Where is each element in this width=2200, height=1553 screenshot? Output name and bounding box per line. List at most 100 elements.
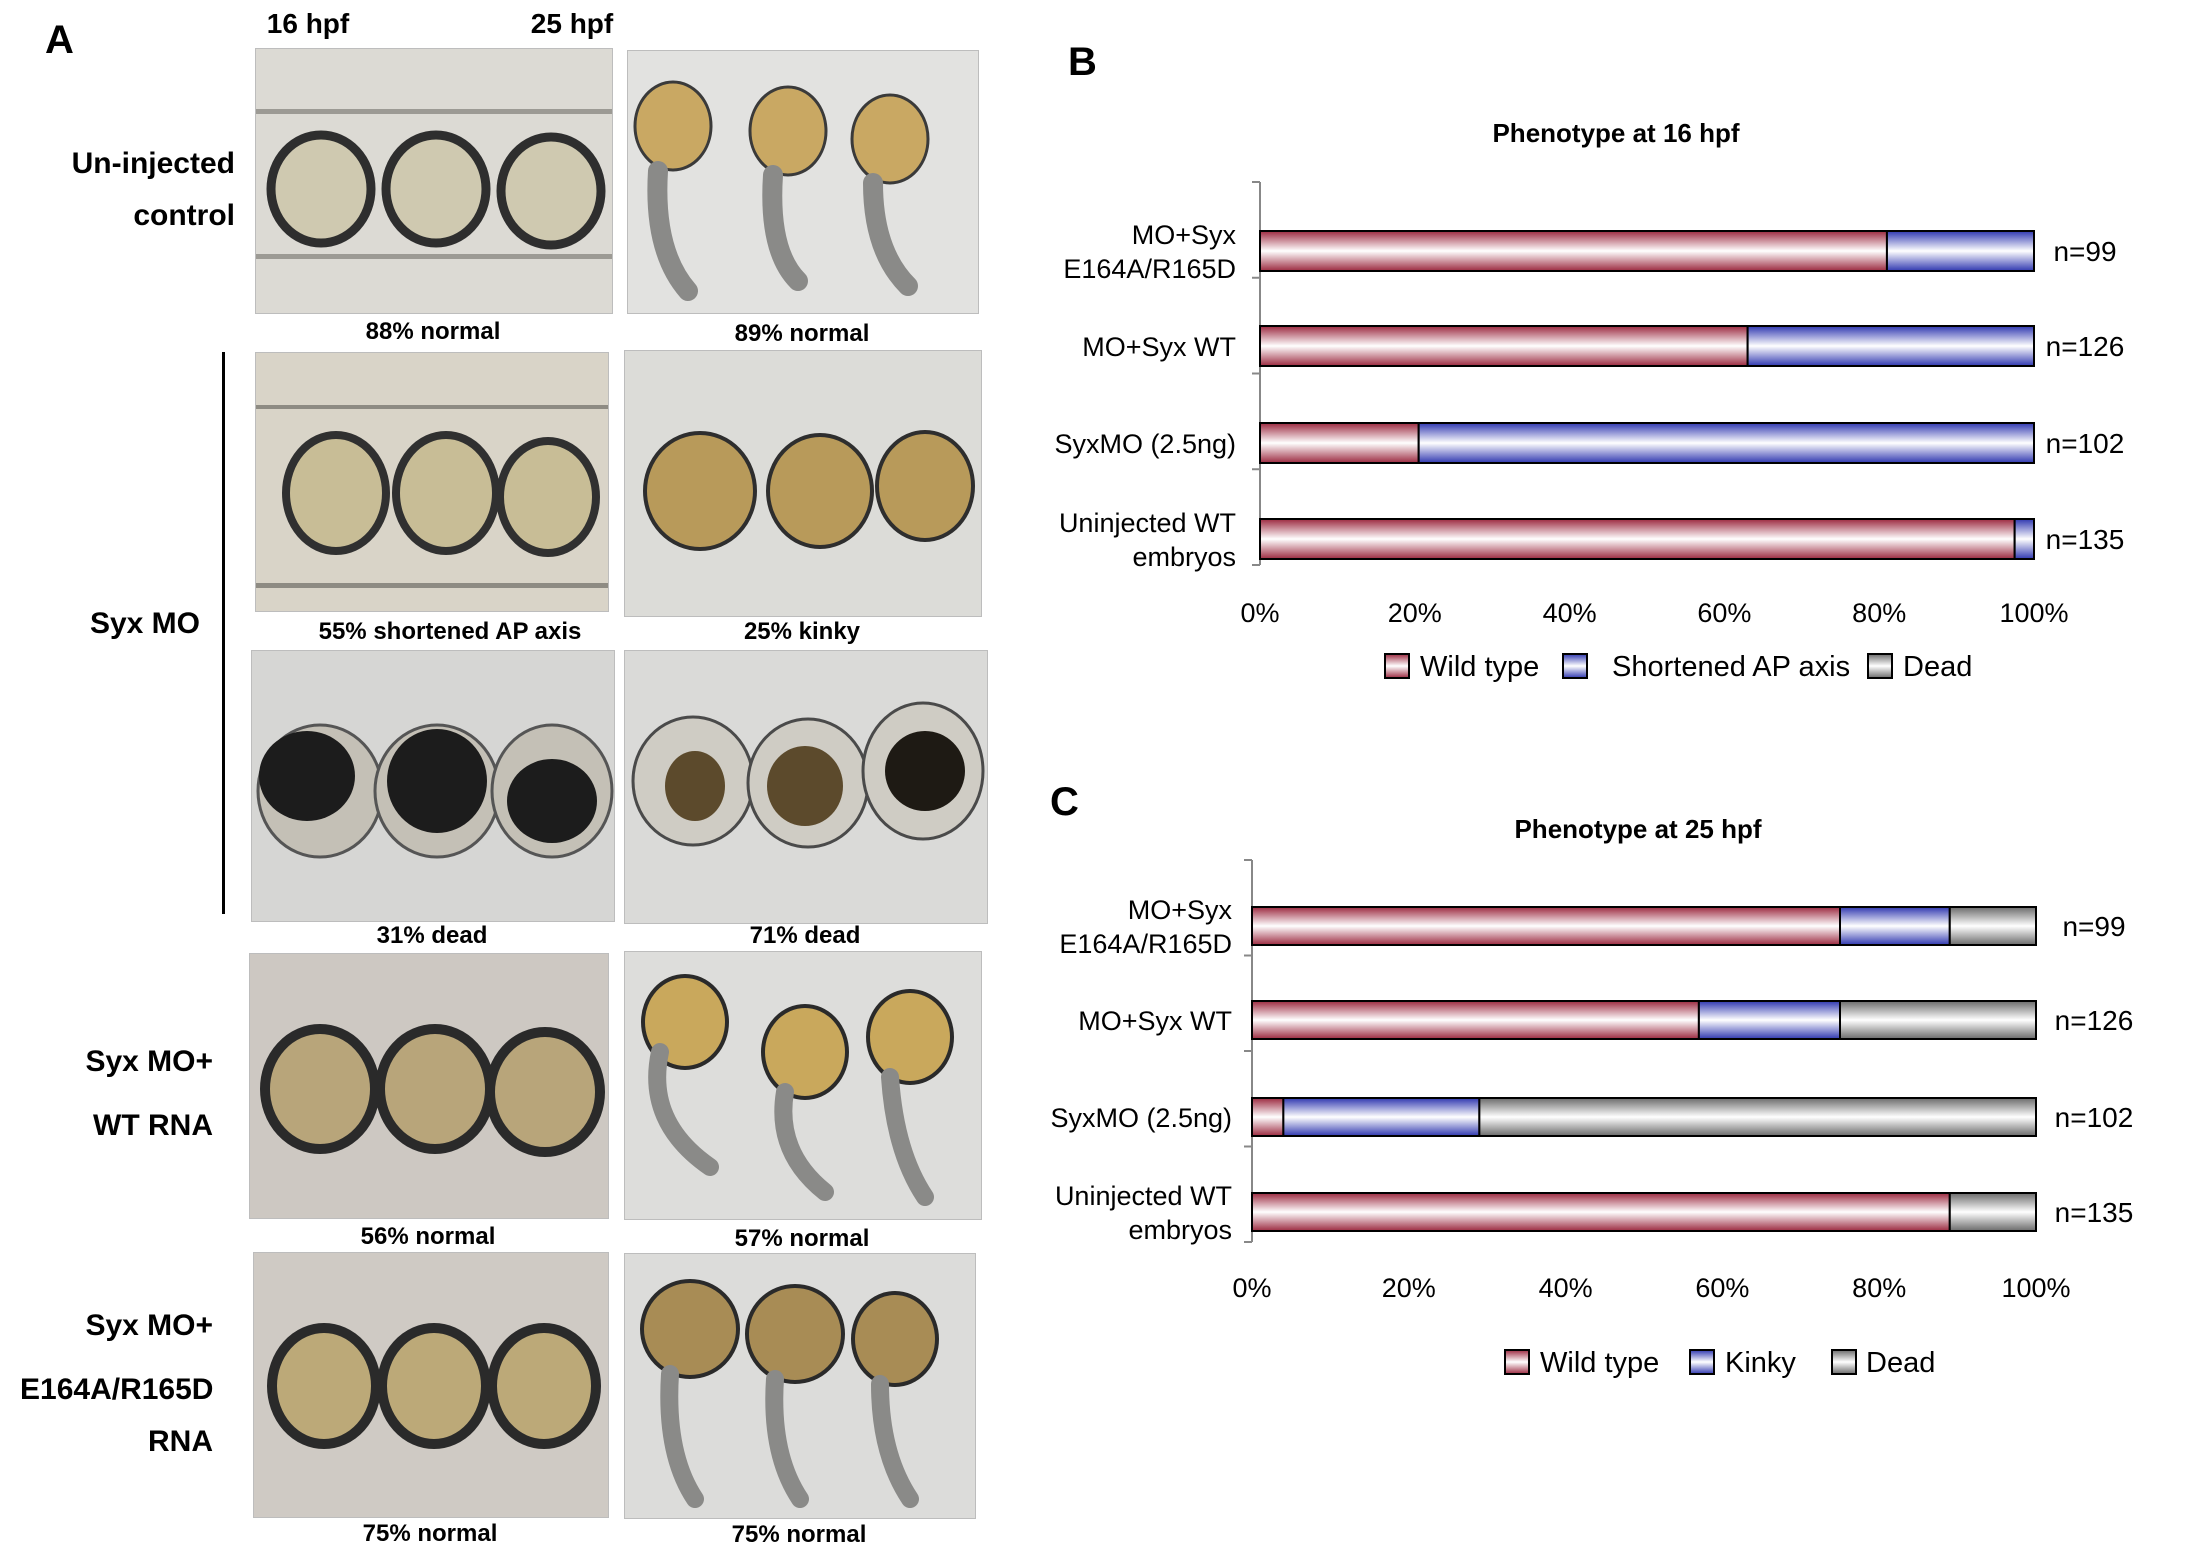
chart-b-bar-wild-type bbox=[1259, 518, 2016, 560]
chart-c-x-tick-label: 20% bbox=[1382, 1273, 1436, 1303]
chart-c-legend-label: Wild type bbox=[1540, 1347, 1659, 1379]
row-label-uninjected: Un-injected control bbox=[20, 138, 235, 242]
column-header-25hpf: 25 hpf bbox=[530, 8, 614, 39]
chart-b-x-tick-label: 0% bbox=[1240, 598, 1279, 628]
photo-wt-rna-25hpf bbox=[624, 951, 982, 1220]
photo-syx-mo-25hpf-dead bbox=[624, 650, 988, 924]
caption-uninjected-25hpf: 89% normal bbox=[734, 320, 870, 347]
chart-c-bar-dead bbox=[1839, 1000, 2037, 1040]
panel-c-letter: C bbox=[1050, 780, 1079, 824]
caption-wt-rna-16hpf: 56% normal bbox=[360, 1223, 496, 1250]
syx-mo-bracket-line bbox=[222, 352, 225, 914]
chart-c-n-label: n=126 bbox=[2055, 1005, 2134, 1036]
chart-b-category-label: MO+Syx WT bbox=[1082, 332, 1236, 362]
chart-c-x-tick-label: 100% bbox=[2001, 1273, 2070, 1303]
chart-c-x-tick-label: 0% bbox=[1232, 1273, 1271, 1303]
chart-c-x-tick-label: 60% bbox=[1695, 1273, 1749, 1303]
chart-c-legend-swatch bbox=[1689, 1349, 1715, 1375]
chart-b-n-label: n=126 bbox=[2046, 331, 2125, 362]
row-label-mutant-rna-line2: E164A/R165D bbox=[20, 1373, 214, 1406]
chart-b-bar-wild-type bbox=[1259, 422, 1420, 464]
chart-c-category-label: SyxMO (2.5ng) bbox=[1050, 1103, 1232, 1133]
caption-uninjected-16hpf: 88% normal bbox=[365, 318, 501, 345]
chart-b-bar-shortened-ap-axis bbox=[1885, 230, 2035, 272]
chart-c-bar-dead bbox=[1478, 1097, 2037, 1137]
chart-b-bar-wild-type bbox=[1259, 230, 1888, 272]
chart-b-legend-swatch bbox=[1562, 653, 1588, 679]
chart-c-legend-label: Kinky bbox=[1725, 1347, 1796, 1379]
caption-syx-mo-16hpf-dead: 31% dead bbox=[376, 922, 488, 949]
chart-c-x-tick-label: 80% bbox=[1852, 1273, 1906, 1303]
row-label-uninjected-line2: control bbox=[133, 199, 235, 232]
chart-c-legend-swatch bbox=[1831, 1349, 1857, 1375]
chart-b-legend-swatch bbox=[1867, 653, 1893, 679]
chart-c: Phenotype at 25 hpf MO+Syx E164A/R165D MO+S… bbox=[1050, 814, 2133, 1379]
chart-c-bar-kinky bbox=[1282, 1097, 1481, 1137]
chart-c-title: Phenotype at 25 hpf bbox=[1514, 814, 1761, 844]
chart-b-bar-shortened-ap-axis bbox=[2013, 518, 2036, 560]
chart-b-bar-shortened-ap-axis bbox=[1417, 422, 2036, 464]
caption-wt-rna-25hpf: 57% normal bbox=[734, 1225, 870, 1252]
chart-c-n-label: n=102 bbox=[2055, 1102, 2134, 1133]
chart-c-n-label: n=99 bbox=[2062, 911, 2125, 942]
row-label-wt-rna-line1: Syx MO+ bbox=[85, 1045, 213, 1078]
chart-b-title: Phenotype at 16 hpf bbox=[1492, 118, 1739, 148]
chart-c-bar-wild-type bbox=[1251, 1097, 1285, 1137]
chart-b-legend-label: Dead bbox=[1903, 651, 1972, 683]
column-header-16hpf: 16 hpf bbox=[266, 8, 350, 39]
chart-b-x-tick-label: 100% bbox=[1999, 598, 2068, 628]
caption-syx-mo-25hpf-dead: 71% dead bbox=[749, 922, 861, 949]
chart-c-x-tick-label: 40% bbox=[1539, 1273, 1593, 1303]
row-label-mutant-rna-line1: Syx MO+ bbox=[85, 1309, 213, 1342]
chart-b-bar-shortened-ap-axis bbox=[1746, 325, 2035, 367]
photo-wt-rna-16hpf bbox=[249, 953, 609, 1219]
chart-c-category-label: MO+Syx bbox=[1128, 895, 1233, 925]
chart-b-category-label: Uninjected WT bbox=[1059, 508, 1236, 538]
chart-c-n-label: n=135 bbox=[2055, 1197, 2134, 1228]
chart-c-bar-kinky bbox=[1839, 906, 1951, 946]
chart-b-category-label: SyxMO (2.5ng) bbox=[1054, 429, 1236, 459]
photo-uninjected-16hpf bbox=[255, 48, 613, 314]
chart-b-n-label: n=135 bbox=[2046, 524, 2125, 555]
caption-mutant-rna-16hpf: 75% normal bbox=[362, 1520, 498, 1547]
chart-b-legend-label: Wild type bbox=[1420, 651, 1539, 683]
row-label-syx-mo: Syx MO bbox=[89, 607, 200, 640]
chart-c-legend-label: Dead bbox=[1866, 1347, 1935, 1379]
chart-c-bar-kinky bbox=[1697, 1000, 1841, 1040]
photo-syx-mo-16hpf-shortened bbox=[255, 352, 609, 612]
panel-b-letter: B bbox=[1068, 40, 1097, 84]
chart-c-legend-swatch bbox=[1504, 1349, 1530, 1375]
row-label-mutant-rna: Syx MO+ E164A/R165D RNA bbox=[20, 1300, 213, 1468]
chart-c-category-label: E164A/R165D bbox=[1059, 929, 1232, 959]
chart-c-category-label: Uninjected WT bbox=[1055, 1181, 1232, 1211]
panel-a-letter: A bbox=[45, 18, 74, 62]
chart-c-bar-dead bbox=[1948, 1192, 2038, 1232]
row-label-mutant-rna-line3: RNA bbox=[148, 1425, 213, 1458]
chart-c-bar-wild-type bbox=[1251, 1192, 1951, 1232]
chart-b-legend-label: Shortened AP axis bbox=[1612, 651, 1850, 683]
row-label-wt-rna: Syx MO+ WT RNA bbox=[20, 1036, 213, 1152]
chart-b-x-tick-label: 80% bbox=[1852, 598, 1906, 628]
chart-b-x-tick-label: 40% bbox=[1543, 598, 1597, 628]
chart-b-x-tick-label: 20% bbox=[1388, 598, 1442, 628]
caption-syx-mo-25hpf-kinky: 25% kinky bbox=[743, 618, 861, 645]
chart-b-n-label: n=102 bbox=[2046, 428, 2125, 459]
photo-syx-mo-25hpf-kinky bbox=[624, 350, 982, 617]
chart-b-n-label: n=99 bbox=[2053, 236, 2116, 267]
chart-b-x-tick-label: 60% bbox=[1697, 598, 1751, 628]
chart-b-bar-wild-type bbox=[1259, 325, 1749, 367]
caption-mutant-rna-25hpf: 75% normal bbox=[731, 1521, 867, 1548]
chart-b: Phenotype at 16 hpf MO+Syx E164A/R165D MO+S… bbox=[1054, 118, 2124, 683]
chart-b-category-label: embryos bbox=[1132, 542, 1236, 572]
chart-b-category-label: MO+Syx bbox=[1132, 220, 1237, 250]
chart-c-bar-wild-type bbox=[1251, 906, 1841, 946]
caption-syx-mo-16hpf-shortened: 55% shortened AP axis bbox=[318, 618, 582, 645]
chart-c-category-label: embryos bbox=[1128, 1215, 1232, 1245]
photo-mutant-rna-16hpf bbox=[253, 1252, 609, 1518]
chart-c-bar-wild-type bbox=[1251, 1000, 1700, 1040]
row-label-wt-rna-line2: WT RNA bbox=[93, 1109, 213, 1142]
photo-syx-mo-16hpf-dead bbox=[251, 650, 615, 922]
photo-uninjected-25hpf bbox=[627, 50, 979, 314]
photo-mutant-rna-25hpf bbox=[624, 1253, 976, 1519]
